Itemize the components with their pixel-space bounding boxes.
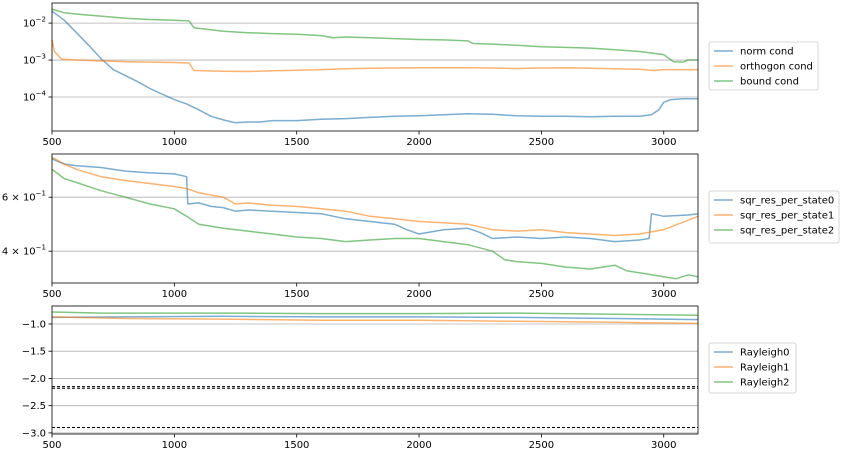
subplot-2-y-tick-label-0: 6 × 10−1: [2, 190, 46, 204]
subplot-2-x-tick-label-0: 500: [42, 289, 61, 300]
subplot-2-series-line-1: [51, 156, 699, 237]
subplot-2-series-line-0: [51, 158, 699, 243]
subplot-1-x-tick-label-4: 2500: [529, 137, 554, 148]
subplot-2-legend-label-2: sqr_res_per_state2: [740, 226, 834, 237]
subplot-3-x-tick-label-2: 1500: [284, 440, 309, 451]
subplot-1-legend-label-1: orthogon cond: [740, 62, 813, 73]
subplot-3-legend-label-1: Rayleigh1: [740, 363, 790, 374]
subplot-2-y-tick-label-1: 4 × 10−1: [2, 244, 46, 258]
subplot-1-legend: norm cond orthogon cond bound cond: [708, 41, 819, 91]
subplot-1-x-tick-label-0: 500: [42, 137, 61, 148]
subplot-1-legend-label-0: norm cond: [740, 47, 794, 58]
subplot-1-y-tick-label-1: 10−3: [23, 53, 46, 67]
subplot-2-x-tick-label-3: 2000: [406, 289, 431, 300]
subplot-2-legend-label-0: sqr_res_per_state0: [740, 196, 834, 207]
subplot-3-x-tick-label-0: 500: [42, 440, 61, 451]
subplot-3-series-line-2: [51, 311, 699, 317]
subplot-2-axes-frame: [51, 153, 699, 284]
subplot-1-legend-box: [708, 41, 819, 91]
subplot-3-x-tick-label-4: 2500: [529, 440, 554, 451]
subplot-3-legend-label-0: Rayleigh0: [740, 348, 790, 359]
subplot-1-series-line-1: [51, 39, 698, 73]
subplot-2: 500 1000 1500 2000 2500 3000 6 × 10−1 4 × 10−1 s…: [2, 153, 840, 300]
subplot-1-x-tick-label-3: 2000: [406, 137, 431, 148]
subplot-3-y-tick-label-4: −3.0: [22, 428, 46, 439]
subplot-3-y-tick-label-2: −2.0: [22, 374, 46, 385]
subplot-3-x-tick-label-1: 1000: [162, 440, 187, 451]
subplot-3-x-tick-label-5: 3000: [651, 440, 676, 451]
subplot-1-series-line-0: [51, 10, 698, 124]
subplot-3-x-tick-label-3: 2000: [406, 440, 431, 451]
subplot-1-y-tick-label-0: 10−2: [23, 16, 46, 30]
subplot-1-x-tick-label-5: 3000: [651, 137, 676, 148]
subplot-2-x-tick-label-1: 1000: [162, 289, 187, 300]
subplot-2-legend-label-1: sqr_res_per_state1: [740, 211, 834, 222]
subplot-1-axes-frame: [51, 2, 699, 132]
subplot-1-x-tick-label-2: 1500: [284, 137, 309, 148]
subplot-3-y-tick-label-1: −1.5: [22, 347, 46, 358]
subplot-2-x-tick-label-4: 2500: [529, 289, 554, 300]
subplot-3-legend-box: [708, 342, 797, 394]
subplot-2-series-line-2: [51, 168, 699, 280]
subplot-2-legend-box: [708, 190, 840, 244]
subplot-1-legend-label-2: bound cond: [740, 77, 799, 88]
subplot-2-x-tick-label-5: 3000: [651, 289, 676, 300]
subplot-1-y-tick-label-2: 10−4: [23, 89, 47, 103]
subplot-1: 500 1000 1500 2000 2500 3000 10−2 10−3 10−4 norm …: [23, 2, 819, 148]
subplot-1-x-tick-label-1: 1000: [162, 137, 187, 148]
subplot-3-y-tick-label-3: −2.5: [22, 401, 46, 412]
subplot-2-x-tick-label-2: 1500: [284, 289, 309, 300]
subplot-3-axes-frame: [51, 305, 699, 435]
subplot-1-series-line-2: [51, 8, 698, 63]
subplot-3: 500 1000 1500 2000 2500 3000 −1.0 −1.5 −2.0 −2.5 −…: [22, 305, 797, 451]
subplot-3-y-tick-label-0: −1.0: [22, 319, 46, 330]
subplot-3-legend: Rayleigh0 Rayleigh1 Rayleigh2: [708, 342, 797, 394]
subplot-2-legend: sqr_res_per_state0 sqr_res_per_state1 sqr_…: [708, 190, 840, 244]
subplot-3-series-line-1: [51, 316, 699, 325]
subplot-3-legend-label-2: Rayleigh2: [740, 378, 790, 389]
subplot-3-series-line-0: [51, 315, 699, 321]
